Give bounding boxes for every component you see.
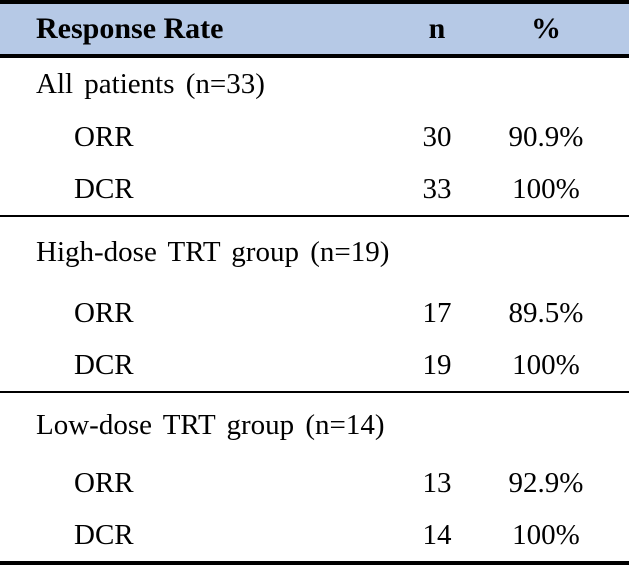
row-value-percent: 89.5%	[508, 296, 584, 329]
row-label-dcr: DCR	[74, 518, 134, 551]
table-header-row: Response Rate n %	[0, 4, 629, 58]
section-title-low-dose: Low-dose TRT group (n=14)	[36, 408, 385, 441]
row-value-n: 19	[422, 348, 452, 381]
table-row: DCR 19 100%	[0, 339, 629, 391]
table-row: ORR 17 89.5%	[0, 287, 629, 339]
column-header-response-rate: Response Rate	[36, 12, 224, 45]
row-label-orr: ORR	[74, 296, 134, 329]
row-label-dcr: DCR	[74, 348, 134, 381]
section-high-dose-trt: High-dose TRT group (n=19) ORR 17 89.5% …	[0, 217, 629, 393]
row-label-dcr: DCR	[74, 172, 134, 205]
column-header-n: n	[428, 12, 446, 45]
row-label-orr: ORR	[74, 466, 134, 499]
row-value-n: 13	[422, 466, 452, 499]
row-value-percent: 100%	[512, 348, 580, 381]
column-header-percent: %	[531, 12, 561, 45]
table-row: DCR 14 100%	[0, 509, 629, 561]
section-low-dose-trt: Low-dose TRT group (n=14) ORR 13 92.9% D…	[0, 393, 629, 565]
row-value-n: 30	[422, 120, 452, 153]
table-row: ORR 30 90.9%	[0, 111, 629, 163]
row-value-n: 33	[422, 172, 452, 205]
row-value-percent: 100%	[512, 518, 580, 551]
section-title-row: High-dose TRT group (n=19)	[0, 217, 629, 287]
table-row: DCR 33 100%	[0, 163, 629, 215]
section-title-row: All patients (n=33)	[0, 58, 629, 111]
section-title-row: Low-dose TRT group (n=14)	[0, 393, 629, 457]
row-value-percent: 100%	[512, 172, 580, 205]
table-row: ORR 13 92.9%	[0, 457, 629, 509]
row-value-percent: 92.9%	[508, 466, 584, 499]
section-title-high-dose: High-dose TRT group (n=19)	[36, 235, 390, 268]
row-value-n: 14	[422, 518, 452, 551]
row-value-percent: 90.9%	[508, 120, 584, 153]
section-all-patients: All patients (n=33) ORR 30 90.9% DCR 33 …	[0, 58, 629, 217]
section-title-all-patients: All patients (n=33)	[36, 68, 265, 100]
row-value-n: 17	[422, 296, 452, 329]
row-label-orr: ORR	[74, 120, 134, 153]
response-rate-table: Response Rate n % All patients (n=33) OR…	[0, 0, 629, 565]
